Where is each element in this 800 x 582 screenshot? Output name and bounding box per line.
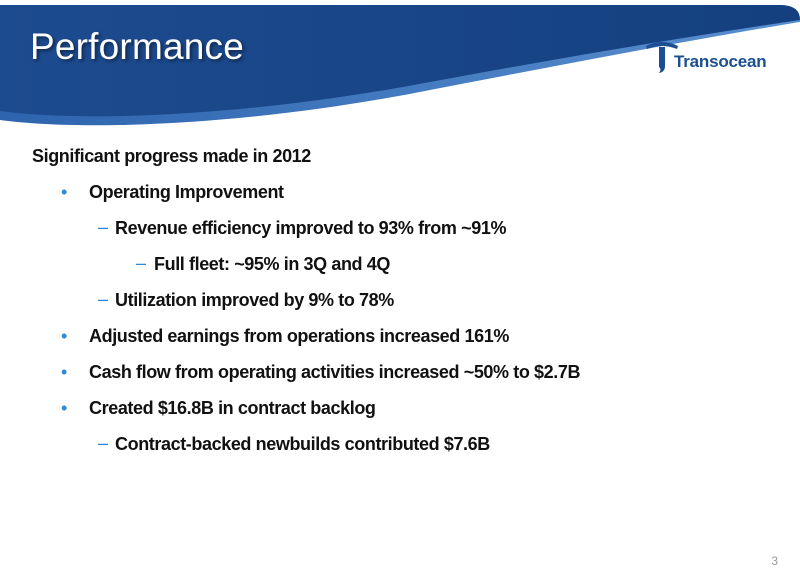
- bullet-item: • Adjusted earnings from operations incr…: [32, 326, 772, 346]
- sub-bullet-item: – Contract-backed newbuilds contributed …: [32, 433, 772, 454]
- sub-sub-bullet-item: – Full fleet: ~95% in 3Q and 4Q: [32, 253, 772, 274]
- sub-bullet-item: – Revenue efficiency improved to 93% fro…: [32, 217, 772, 238]
- logo-text: Transocean: [674, 52, 767, 71]
- dash-bullet-icon: –: [98, 217, 108, 237]
- bullet-item: • Cash flow from operating activities in…: [32, 362, 772, 382]
- bullet-text: Utilization improved by 9% to 78%: [115, 290, 394, 310]
- bullet-text: Full fleet: ~95% in 3Q and 4Q: [154, 254, 390, 274]
- dash-bullet-icon: –: [98, 289, 108, 309]
- sub-bullet-item: – Utilization improved by 9% to 78%: [32, 289, 772, 310]
- slide-body: Significant progress made in 2012 • Oper…: [32, 146, 772, 470]
- bullet-text: Contract-backed newbuilds contributed $7…: [115, 434, 490, 454]
- bullet-text: Revenue efficiency improved to 93% from …: [115, 218, 507, 238]
- bullet-dot-icon: •: [61, 326, 67, 346]
- transocean-logo-icon: [646, 42, 678, 73]
- bullet-dot-icon: •: [61, 362, 67, 382]
- bullet-dot-icon: •: [61, 182, 67, 202]
- bullet-text: Adjusted earnings from operations increa…: [89, 326, 509, 346]
- bullet-text: Created $16.8B in contract backlog: [89, 398, 376, 418]
- bullet-item: • Created $16.8B in contract backlog: [32, 398, 772, 418]
- header-wave: [0, 5, 800, 126]
- page-number: 3: [771, 554, 778, 568]
- transocean-logo: Transocean: [644, 40, 794, 80]
- bullet-item: • Operating Improvement: [32, 182, 772, 202]
- bullet-text: Cash flow from operating activities incr…: [89, 362, 581, 382]
- bullet-dot-icon: •: [61, 398, 67, 418]
- dash-bullet-icon: –: [136, 253, 146, 273]
- page-title: Performance: [30, 26, 245, 67]
- header-banner: Performance Transocean: [0, 0, 800, 140]
- dash-bullet-icon: –: [98, 433, 108, 453]
- bullet-text: Operating Improvement: [89, 182, 284, 202]
- heading-text: Significant progress made in 2012: [32, 146, 311, 166]
- section-heading: Significant progress made in 2012: [32, 146, 772, 166]
